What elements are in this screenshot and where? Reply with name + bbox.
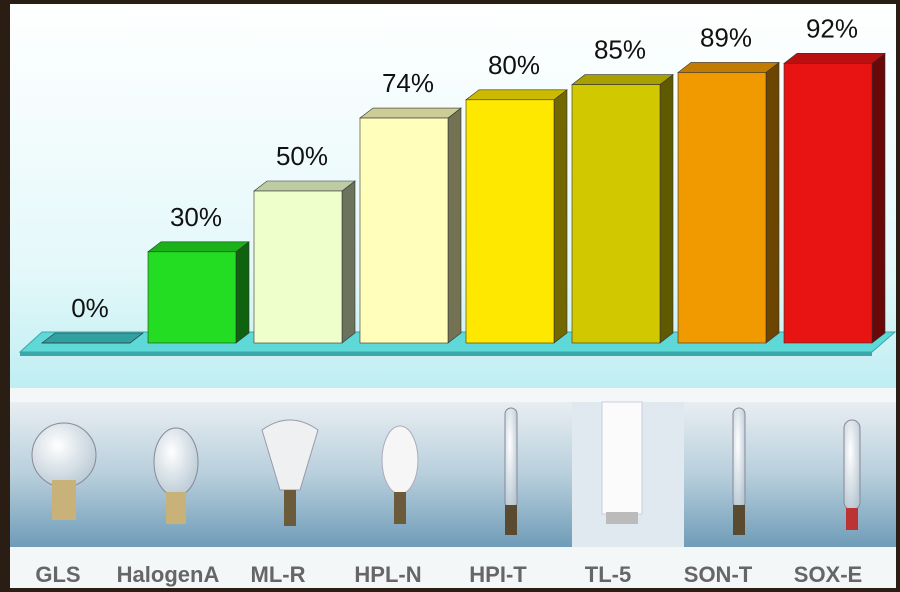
bulb-base: [166, 492, 186, 524]
value-label: 89%: [700, 22, 752, 52]
bulb: [844, 420, 860, 510]
value-label: 30%: [170, 202, 222, 232]
bar: [254, 191, 342, 343]
bar-top: [360, 108, 461, 118]
value-label: 50%: [276, 141, 328, 171]
bulb: [505, 408, 517, 508]
bar: [572, 85, 660, 343]
bulb-base: [52, 480, 76, 520]
bar: [148, 252, 236, 343]
category-label: HPI-T: [469, 562, 527, 587]
category-label: ML-R: [251, 562, 306, 587]
bar-side: [342, 181, 355, 343]
category-label: SOX-E: [794, 562, 862, 587]
strip-bg: [10, 402, 896, 547]
bar-side: [766, 62, 779, 343]
bar-side: [872, 53, 885, 343]
tube: [602, 402, 642, 514]
category-label: HPL-N: [354, 562, 421, 587]
bar: [678, 72, 766, 343]
bar-side: [554, 90, 567, 343]
bulb-base: [394, 492, 406, 524]
bar: [784, 63, 872, 343]
value-label: 92%: [806, 13, 858, 43]
bar-side: [660, 75, 673, 343]
bar-top: [254, 181, 355, 191]
bulb: [382, 426, 418, 494]
bulb-base: [733, 505, 745, 535]
bulb-base: [846, 508, 858, 530]
value-label: 74%: [382, 68, 434, 98]
bar: [466, 100, 554, 343]
category-label: GLS: [35, 562, 80, 587]
bar-top: [148, 242, 249, 252]
bulb: [154, 428, 198, 496]
bulb: [32, 423, 96, 487]
floor-edge: [20, 352, 872, 356]
bar-top: [678, 62, 779, 72]
bar-top: [466, 90, 567, 100]
value-label: 0%: [71, 293, 109, 323]
bar-side: [236, 242, 249, 343]
value-label: 80%: [488, 50, 540, 80]
bar-side: [448, 108, 461, 343]
bar-top: [42, 333, 143, 343]
bulb: [733, 408, 745, 508]
category-label: HalogenA: [117, 562, 220, 587]
bulb-base: [505, 505, 517, 535]
bulb-base: [284, 490, 296, 526]
category-label: TL-5: [585, 562, 631, 587]
value-label: 85%: [594, 35, 646, 65]
bar-top: [784, 53, 885, 63]
tube-cap: [606, 512, 638, 524]
bar: [360, 118, 448, 343]
bar-top: [572, 75, 673, 85]
chart: 0% GLS 30% HalogenA 50% ML-R 74% HPL-N 80% HPI-T 8…: [0, 0, 900, 592]
bulb-strip: [10, 402, 896, 547]
category-label: SON-T: [684, 562, 753, 587]
